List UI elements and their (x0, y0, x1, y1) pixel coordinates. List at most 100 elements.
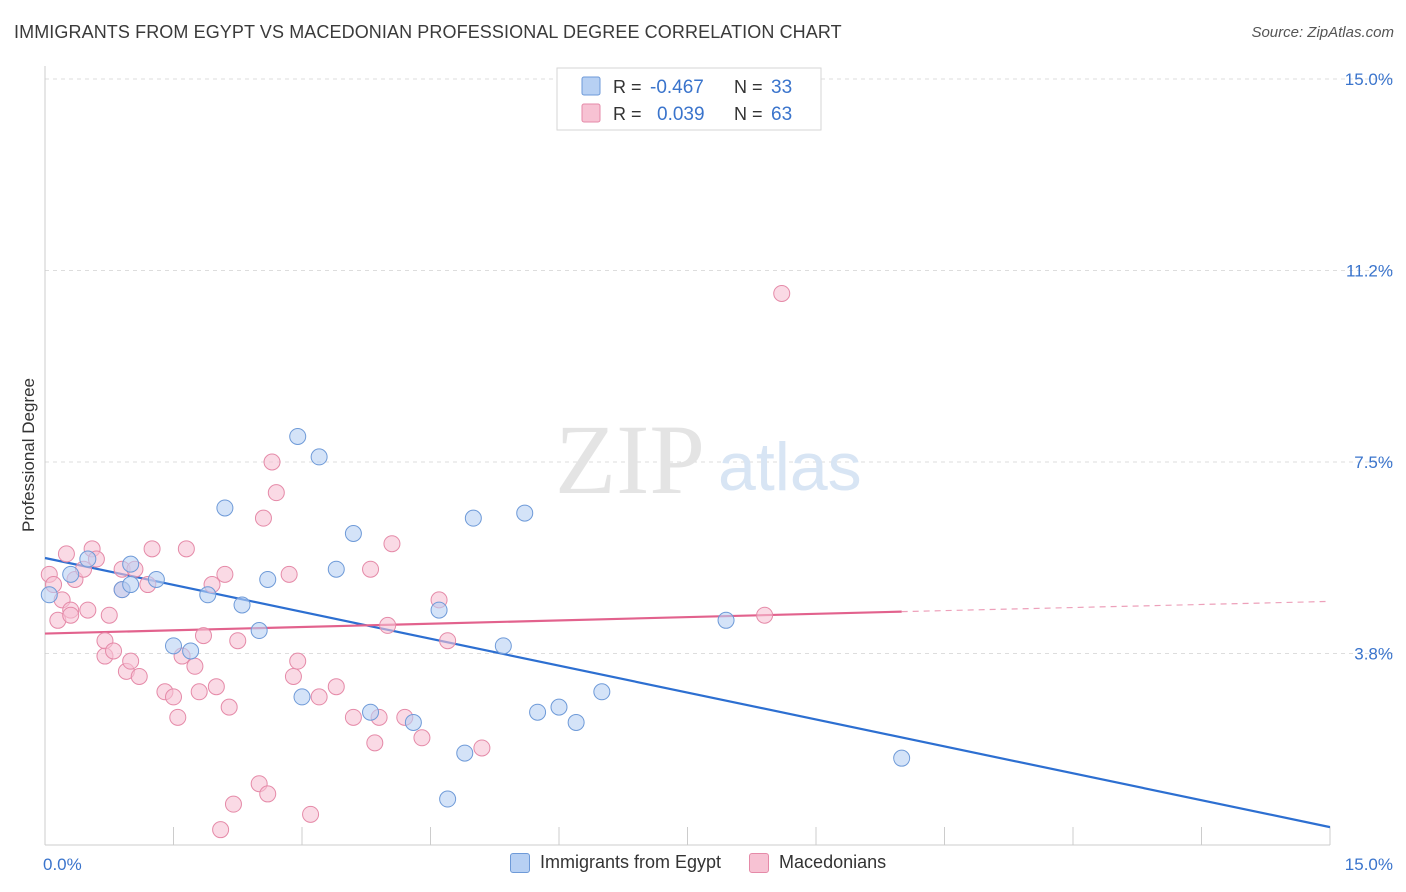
legend-swatch-mac (581, 103, 601, 123)
legend-r-label-egypt: R = (613, 77, 642, 97)
data-points (40, 284, 911, 839)
legend-n-label-mac: N = (734, 104, 763, 124)
point-mac (284, 667, 302, 685)
point-mac (194, 627, 212, 645)
y-axis-label: Professional Degree (19, 378, 38, 532)
point-mac (327, 678, 345, 696)
point-egypt (593, 683, 611, 701)
legend-item-mac: Macedonians (749, 852, 886, 873)
point-mac (362, 560, 380, 578)
point-egypt (122, 576, 140, 594)
y-tick-label: 11.2% (1346, 262, 1393, 281)
point-mac (207, 678, 225, 696)
trend-line-mac (44, 610, 902, 635)
point-mac (177, 540, 195, 558)
point-mac (413, 729, 431, 747)
point-egypt (182, 642, 200, 660)
y-tick-label: 7.5% (1354, 453, 1393, 472)
y-tick-label: 15.0% (1345, 70, 1393, 89)
axes (44, 66, 1331, 846)
point-egypt (529, 703, 547, 721)
point-mac (229, 632, 247, 650)
point-mac (100, 606, 118, 624)
legend-item-egypt: Immigrants from Egypt (510, 852, 721, 873)
point-egypt (233, 596, 251, 614)
point-egypt (439, 790, 457, 808)
point-egypt (250, 622, 268, 640)
point-mac (259, 785, 277, 803)
point-mac (254, 509, 272, 527)
legend-swatch-egypt (581, 76, 601, 96)
trend-line-mac-extension (901, 600, 1331, 613)
point-egypt (259, 570, 277, 588)
legend-n-value-mac: 63 (771, 104, 792, 125)
legend-swatch-egypt-bottom (510, 852, 530, 873)
point-egypt (62, 565, 80, 583)
point-egypt (550, 698, 568, 716)
point-mac (383, 535, 401, 553)
point-egypt (79, 550, 97, 568)
legend-r-value-egypt: -0.467 (650, 77, 704, 98)
legend-top: R = -0.467 N = 33 R = 0.039 N = 63 (556, 67, 822, 131)
y-tick-label: 3.8% (1354, 645, 1393, 664)
point-egypt (430, 601, 448, 619)
point-mac (224, 795, 242, 813)
point-mac (79, 601, 97, 619)
point-mac (267, 484, 285, 502)
legend-r-value-mac: 0.039 (657, 104, 705, 125)
point-mac (62, 606, 80, 624)
tick-labels: 3.8% 7.5% 11.2% 15.0% 0.0% 15.0% (43, 70, 1393, 874)
point-egypt (494, 637, 512, 655)
point-mac (379, 616, 397, 634)
point-egypt (464, 509, 482, 527)
point-egypt (516, 504, 534, 522)
point-mac (310, 688, 328, 706)
watermark-atlas: atlas (718, 429, 862, 505)
point-mac (169, 708, 187, 726)
point-egypt (165, 637, 182, 655)
point-mac (344, 708, 362, 726)
point-mac (57, 545, 75, 563)
source-label: Source: ZipAtlas.com (1251, 24, 1394, 41)
legend-label-mac: Macedonians (779, 852, 887, 872)
point-mac (212, 821, 230, 839)
point-egypt (293, 688, 311, 706)
point-egypt (199, 586, 217, 604)
x-tick-label: 15.0% (1345, 855, 1393, 874)
point-egypt (717, 611, 735, 629)
point-mac (122, 652, 140, 670)
point-egypt (310, 448, 328, 466)
point-mac (143, 540, 161, 558)
point-egypt (40, 586, 58, 604)
point-egypt (362, 703, 380, 721)
legend-r-label-mac: R = (613, 104, 642, 124)
x-tick-label: 0.0% (43, 855, 82, 874)
point-egypt (567, 713, 585, 731)
point-mac (220, 698, 238, 716)
point-mac (263, 453, 281, 471)
point-mac (186, 657, 204, 675)
legend-n-value-egypt: 33 (771, 77, 792, 98)
point-egypt (122, 555, 140, 573)
point-egypt (327, 560, 345, 578)
point-mac (190, 683, 208, 701)
point-mac (105, 642, 123, 660)
legend-bottom: Immigrants from Egypt Macedonians (510, 852, 886, 873)
point-egypt (344, 524, 362, 542)
point-egypt (456, 744, 474, 762)
chart-title: IMMIGRANTS FROM EGYPT VS MACEDONIAN PROF… (14, 22, 842, 42)
point-mac (289, 652, 307, 670)
point-egypt (147, 570, 165, 588)
point-mac (165, 688, 182, 706)
legend-swatch-mac-bottom (749, 852, 770, 873)
point-mac (756, 606, 774, 624)
point-mac (216, 565, 234, 583)
legend-label-egypt: Immigrants from Egypt (540, 852, 722, 872)
point-egypt (216, 499, 234, 517)
point-egypt (893, 749, 911, 767)
point-mac (302, 805, 320, 823)
point-egypt (289, 427, 307, 445)
watermark-zip: ZIP (555, 404, 705, 515)
point-mac (280, 565, 298, 583)
